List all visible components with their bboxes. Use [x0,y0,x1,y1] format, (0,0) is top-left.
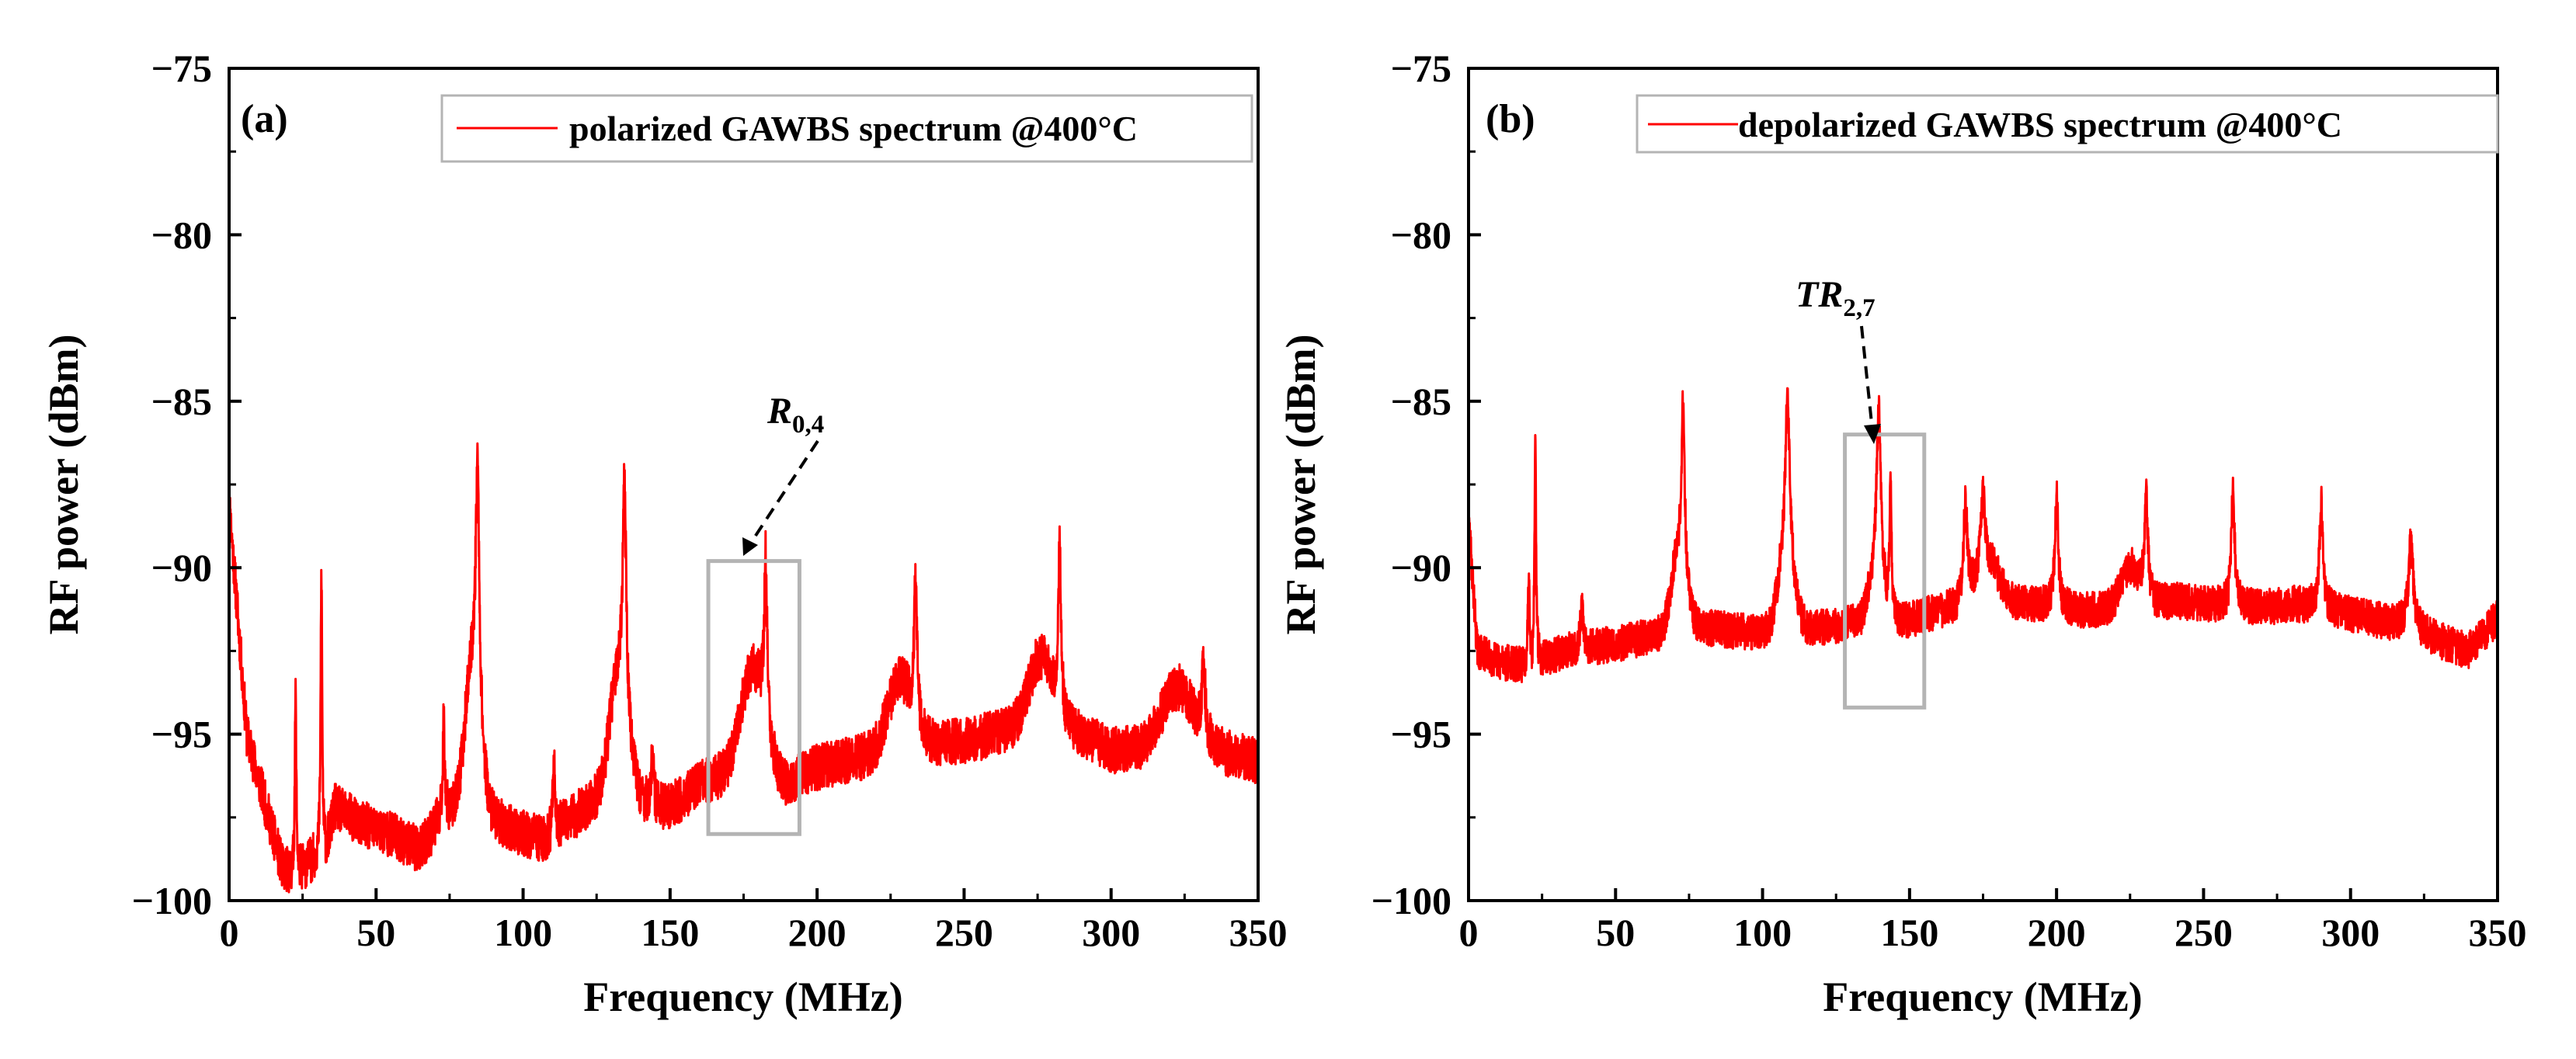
panel-a-annotation-text: R0,4 [767,391,824,439]
panel-a-label: (a) [241,97,288,141]
panel-a-annotation-main: R [767,391,792,432]
panel-a-legend: polarized GAWBS spectrum @400°C [440,94,1253,163]
panel-b-arrow-head [1864,424,1881,444]
panel-b-y-tick-label: −90 [1391,546,1452,589]
panel-b-annotation-sub: 2,7 [1843,294,1875,322]
panel-b-x-ticks: 0 50 100 150 200 250 300 350 [1459,888,2527,954]
panel-b-highlight-rect [1843,432,1927,710]
panel-a-x-tick-label: 0 [220,911,239,954]
panel-b-y-tick-label: −85 [1391,380,1452,423]
panel-b-label: (b) [1486,97,1535,141]
panel-b-x-tick-label: 0 [1459,911,1479,954]
panel-a-annotation-arrow [748,439,819,547]
panel-b-x-tick-label: 200 [2028,911,2086,954]
panel-a-x-tick-label: 200 [788,911,846,954]
chart-panel-a: 0 50 100 150 200 250 300 350 −100 −95 −90 −85 −80 −7… [40,47,1288,1020]
panel-b-y-tick-label: −80 [1391,213,1452,256]
panel-a-x-tick-label: 300 [1082,911,1140,954]
panel-b-x-tick-label: 250 [2174,911,2233,954]
panel-a-y-tick-label: −75 [151,47,213,90]
panel-b-highlight-box [1843,432,1927,710]
panel-b-legend-box [1636,94,2499,154]
panel-a-spectrum-line [228,442,1260,894]
panel-a-x-tick-label: 250 [935,911,993,954]
panel-b-series [1467,387,2499,683]
panel-a-arrow-head [742,537,758,556]
panel-a-highlight-rect [706,559,801,836]
panel-b-annotation-arrow [1860,325,1873,424]
panel-a-annotation-sub: 0,4 [792,411,824,439]
panel-a-legend-text: polarized GAWBS spectrum @400°C [569,109,1138,148]
panel-a-x-tick-label: 150 [641,911,699,954]
panel-a-x-tick-label: 50 [356,911,395,954]
chart-panel-b: 0 50 100 150 200 250 300 350 −100 −95 −90 −85 −80 −7… [1278,47,2527,1020]
panel-b-x-axis-label: Frequency (MHz) [1823,974,2142,1020]
panel-b-y-tick-label: −95 [1391,713,1452,756]
panel-a-highlight-box [706,559,801,836]
panel-b-y-tick-label: −100 [1371,879,1452,922]
panel-a-x-axis-label: Frequency (MHz) [583,974,902,1020]
panel-a-y-tick-label: −85 [151,380,213,423]
panel-a-x-ticks: 0 50 100 150 200 250 300 350 [220,888,1288,954]
panel-b-y-axis-label: RF power (dBm) [1278,335,1324,635]
panel-a-series [228,442,1260,894]
panel-a-annotation: R0,4 [742,391,824,556]
panel-a-y-tick-label: −80 [151,213,213,256]
panel-b-x-tick-label: 50 [1596,911,1635,954]
panel-a-x-tick-label: 350 [1229,911,1288,954]
panel-b-annotation: TR2,7 [1796,274,1881,444]
panel-b-legend-text: depolarized GAWBS spectrum @400°C [1738,105,2342,144]
panel-a-x-tick-label: 100 [494,911,552,954]
panel-a-legend-box [440,94,1253,163]
panel-b-annotation-text: TR2,7 [1796,274,1876,322]
panel-b-x-tick-label: 300 [2321,911,2380,954]
panel-b-legend: depolarized GAWBS spectrum @400°C [1636,94,2499,154]
panel-a-y-tick-label: −90 [151,546,213,589]
panel-b-x-tick-label: 100 [1733,911,1792,954]
panel-b-x-tick-label: 150 [1880,911,1938,954]
panel-b-y-ticks: −100 −95 −90 −85 −80 −75 [1371,47,1481,922]
panel-a-y-ticks: −100 −95 −90 −85 −80 −75 [132,47,242,922]
panel-a-y-tick-label: −95 [151,713,213,756]
panel-b-spectrum-line [1467,387,2499,683]
panel-b-x-tick-label: 350 [2469,911,2527,954]
panel-b-y-tick-label: −75 [1391,47,1452,90]
panel-a-y-axis-label: RF power (dBm) [40,335,87,635]
panel-a-y-tick-label: −100 [132,879,213,922]
panel-b-annotation-main: TR [1796,274,1843,315]
